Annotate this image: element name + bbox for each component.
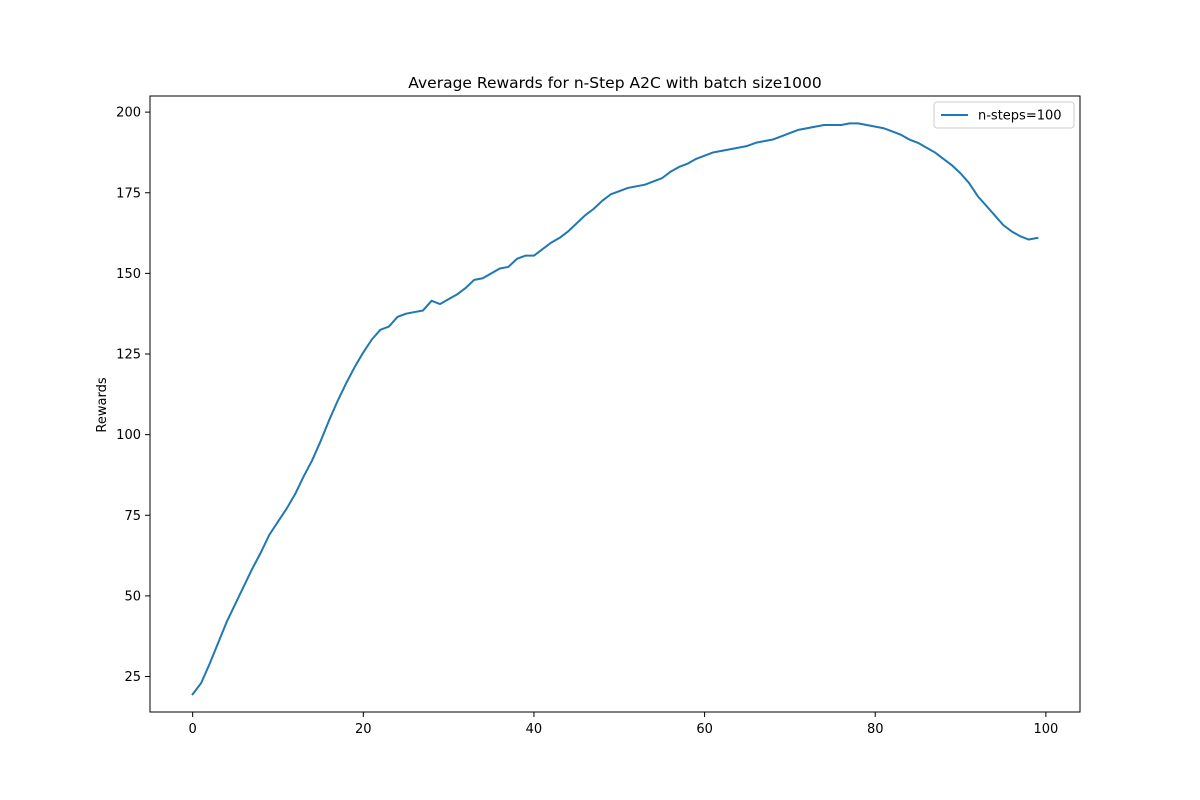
- y-tick-label: 125: [116, 348, 141, 363]
- y-tick-label: 175: [116, 186, 141, 201]
- x-tick-label: 100: [1033, 722, 1058, 737]
- x-tick-label: 20: [355, 722, 372, 737]
- legend: n-steps=100: [933, 101, 1075, 129]
- x-tick-label: 0: [189, 722, 197, 737]
- plot-area: 0 20 40 60 80 100 25 50 75 100 125 150 175 200: [116, 95, 1081, 737]
- x-tick-label: 60: [696, 722, 713, 737]
- y-tick-label: 200: [116, 106, 141, 121]
- y-axis-label: Rewards: [95, 377, 110, 432]
- y-tick-label: 25: [124, 670, 141, 685]
- series-line: [191, 122, 1039, 696]
- x-tick-label: 40: [526, 722, 543, 737]
- y-tick-label: 100: [116, 428, 141, 443]
- y-tick-label: 75: [124, 509, 141, 524]
- y-tick-label: 50: [124, 589, 141, 604]
- y-tick-label: 150: [116, 267, 141, 282]
- axes-frame: [149, 95, 1081, 713]
- legend-label: n-steps=100: [978, 109, 1062, 124]
- x-tick-label: 80: [867, 722, 884, 737]
- legend-box: [933, 101, 1075, 129]
- chart-title: Average Rewards for n-Step A2C with batc…: [408, 74, 821, 92]
